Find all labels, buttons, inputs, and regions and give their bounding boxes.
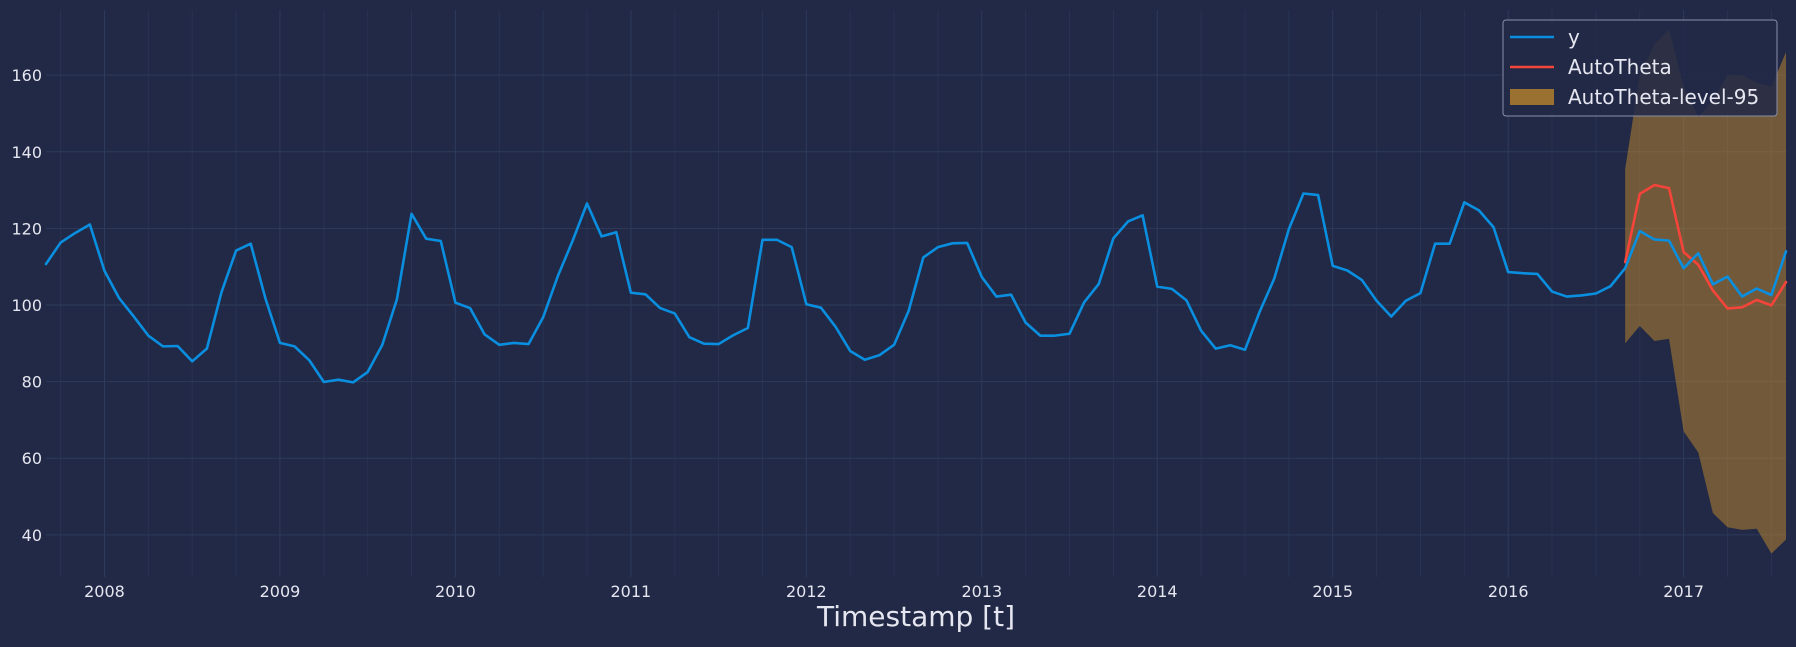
series-line-autotheta [1623, 183, 1788, 310]
y-tick-label: 80 [22, 373, 42, 392]
x-axis-label: Timestamp [t] [816, 600, 1015, 633]
legend-box [1502, 19, 1778, 117]
y-tick-label: 120 [11, 219, 42, 238]
x-tick-label: 2008 [84, 582, 125, 601]
y-tick-labels: 40 60 80 100 120 140 160 [11, 66, 42, 545]
series-line-y [44, 192, 1788, 384]
confidence-band-95 [1625, 29, 1786, 554]
legend: y AutoTheta AutoTheta-level-95 [1502, 19, 1778, 117]
line-layer [44, 183, 1788, 384]
x-tick-labels: 2008 2009 2010 2011 2012 2013 2014 2015 2016 2017 [84, 582, 1704, 601]
y-tick-label: 60 [22, 449, 42, 468]
legend-swatch-autotheta-level-95 [1510, 89, 1554, 105]
legend-label-y: y [1568, 25, 1580, 49]
x-tick-label: 2013 [961, 582, 1002, 601]
x-tick-label: 2017 [1663, 582, 1704, 601]
x-tick-label: 2015 [1312, 582, 1353, 601]
legend-label-autotheta: AutoTheta [1568, 55, 1672, 79]
y-tick-label: 40 [22, 526, 42, 545]
y-tick-label: 160 [11, 66, 42, 85]
x-tick-label: 2016 [1488, 582, 1529, 601]
x-tick-label: 2009 [260, 582, 301, 601]
x-tick-label: 2011 [611, 582, 652, 601]
x-tick-label: 2010 [435, 582, 476, 601]
y-tick-label: 100 [11, 296, 42, 315]
legend-label-autotheta-level-95: AutoTheta-level-95 [1568, 85, 1759, 109]
y-tick-label: 140 [11, 143, 42, 162]
x-tick-label: 2012 [786, 582, 827, 601]
band-layer [1625, 29, 1786, 554]
legend-items: y AutoTheta AutoTheta-level-95 [1510, 25, 1759, 109]
x-tick-label: 2014 [1137, 582, 1178, 601]
